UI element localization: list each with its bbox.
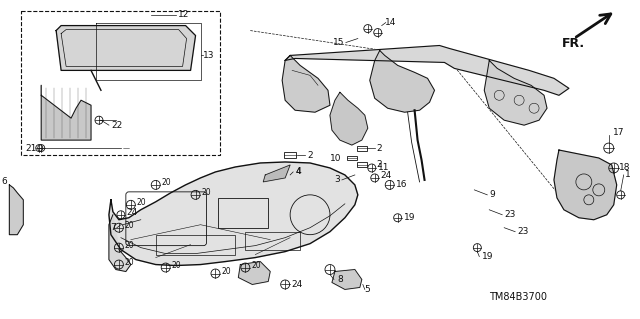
Text: 20: 20 [172, 261, 181, 270]
Text: 13: 13 [202, 51, 214, 60]
Text: 19: 19 [483, 252, 494, 261]
Text: 10: 10 [330, 153, 342, 162]
Text: 11: 11 [378, 163, 389, 173]
Text: 2: 2 [377, 160, 382, 169]
Bar [218, 198, 268, 228]
Text: 23: 23 [504, 210, 516, 219]
Text: 6: 6 [2, 177, 8, 186]
Text: 20: 20 [221, 267, 231, 276]
Text: 8: 8 [337, 275, 342, 284]
Bar [357, 145, 367, 151]
Bar [156, 235, 236, 255]
Text: 20: 20 [137, 198, 147, 207]
Polygon shape [484, 60, 547, 125]
Text: 20: 20 [202, 188, 211, 197]
Text: 23: 23 [517, 227, 529, 236]
Polygon shape [332, 270, 362, 289]
Text: 12: 12 [178, 10, 189, 19]
Bar [284, 152, 296, 158]
Text: 7: 7 [110, 223, 116, 232]
Text: 21: 21 [25, 144, 36, 152]
Bar [347, 156, 357, 160]
Polygon shape [282, 56, 330, 112]
Polygon shape [554, 150, 617, 220]
Bar [245, 232, 300, 249]
Polygon shape [330, 92, 368, 145]
Text: 19: 19 [404, 213, 415, 222]
Polygon shape [263, 165, 290, 182]
Polygon shape [238, 262, 270, 285]
Text: 16: 16 [396, 180, 407, 189]
Text: 22: 22 [111, 121, 122, 130]
Text: 24: 24 [291, 280, 302, 289]
Text: 3: 3 [334, 175, 340, 184]
Text: 20: 20 [125, 258, 134, 267]
Text: 14: 14 [385, 18, 396, 27]
Text: 24: 24 [381, 171, 392, 181]
Text: 20: 20 [125, 221, 134, 230]
Text: 24: 24 [127, 208, 138, 217]
Text: 1: 1 [625, 170, 630, 179]
Text: 20: 20 [162, 178, 172, 187]
Text: 4: 4 [295, 167, 301, 176]
Polygon shape [370, 50, 435, 112]
Polygon shape [285, 46, 569, 95]
Text: 4: 4 [295, 167, 301, 176]
Text: 15: 15 [333, 38, 345, 47]
Bar [21, 11, 220, 155]
Text: 20: 20 [125, 241, 134, 250]
Polygon shape [10, 185, 23, 235]
Text: —: — [123, 145, 130, 151]
Polygon shape [109, 215, 131, 271]
Text: 9: 9 [489, 190, 495, 199]
Polygon shape [109, 162, 358, 265]
Polygon shape [56, 26, 196, 70]
Bar [357, 162, 367, 167]
Text: FR.: FR. [562, 37, 585, 50]
Text: 17: 17 [612, 128, 624, 137]
Text: 2: 2 [377, 144, 382, 152]
Text: 20: 20 [252, 261, 261, 270]
Text: 2: 2 [307, 151, 313, 160]
Text: 5: 5 [364, 285, 369, 294]
Polygon shape [41, 85, 91, 140]
Text: TM84B3700: TM84B3700 [489, 293, 547, 302]
Text: 18: 18 [619, 163, 630, 173]
